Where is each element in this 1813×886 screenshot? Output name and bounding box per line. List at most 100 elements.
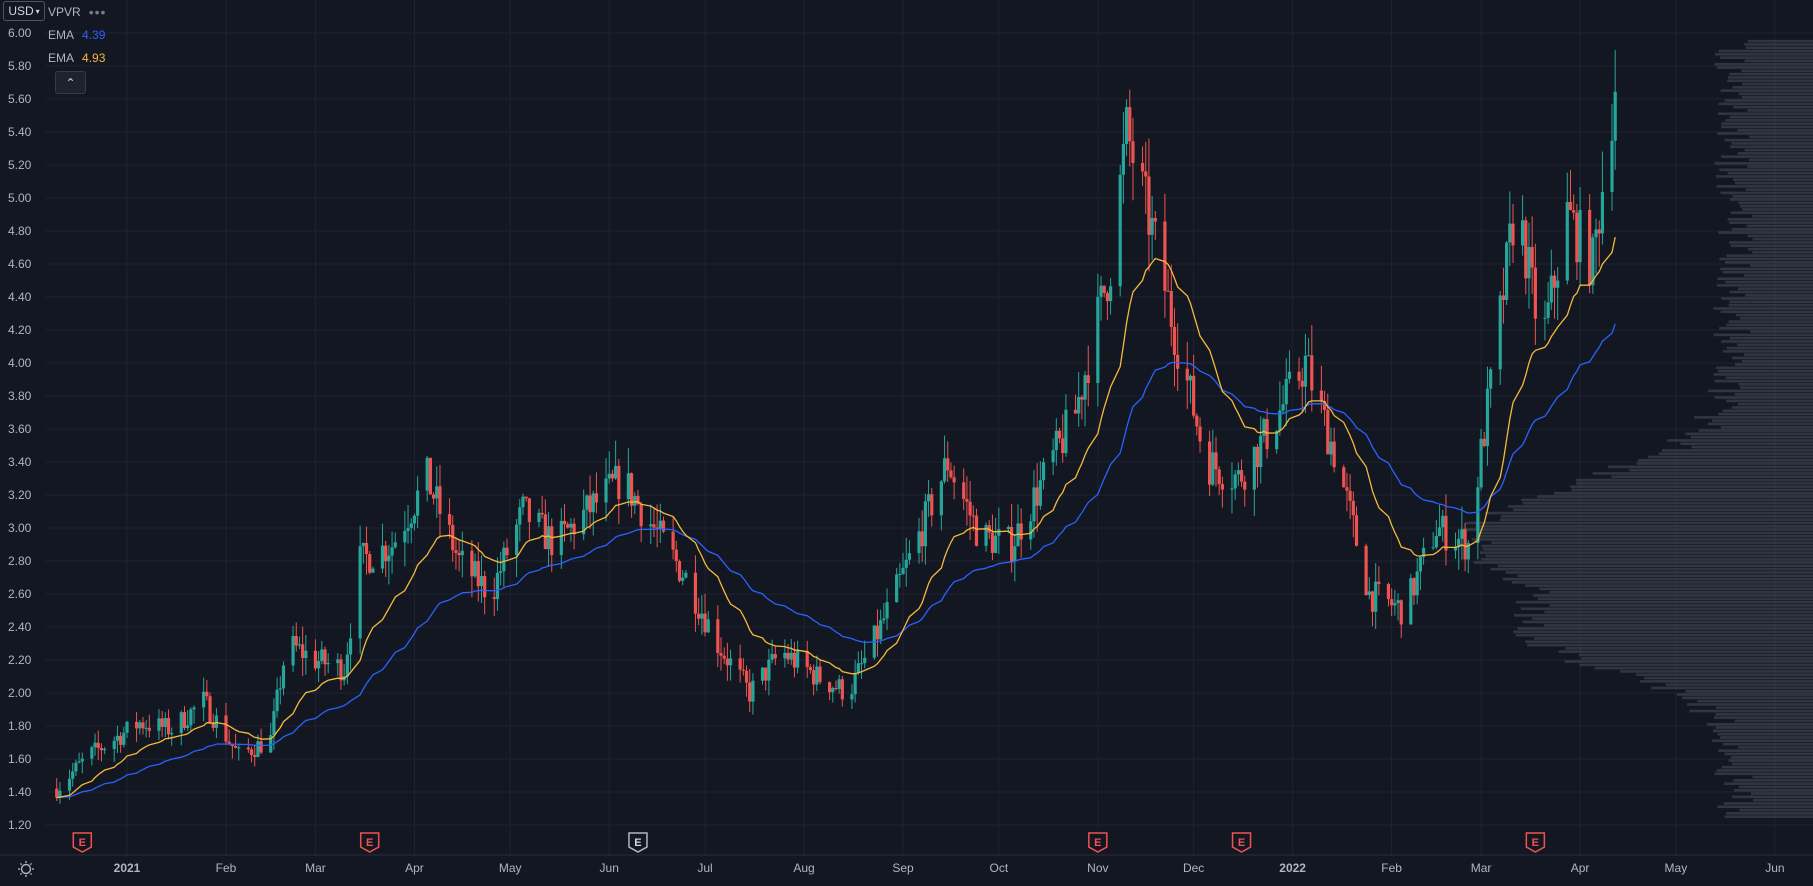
volume-profile-bar: [1732, 356, 1813, 360]
candle-body: [773, 654, 777, 659]
candle-body: [1198, 426, 1202, 442]
candle-body: [1185, 368, 1189, 381]
candle-body: [1214, 452, 1218, 470]
candle-body: [930, 494, 934, 516]
earnings-marker[interactable]: E: [1231, 832, 1252, 853]
candle-body: [233, 746, 238, 748]
volume-profile-bar: [1511, 581, 1813, 584]
volume-profile-bar: [1543, 623, 1813, 627]
candle-body: [1367, 591, 1371, 596]
candle-body: [1485, 388, 1490, 447]
volume-profile-bar: [1522, 620, 1813, 624]
earnings-badge-icon: [628, 832, 648, 853]
volume-profile-bar: [1719, 257, 1813, 261]
more-options-icon[interactable]: •••: [88, 3, 107, 20]
volume-profile-bar: [1738, 785, 1813, 789]
candle-body: [499, 571, 503, 573]
candle-body: [93, 742, 97, 748]
earnings-marker[interactable]: E: [1088, 832, 1108, 853]
candle-body: [483, 576, 487, 598]
candle-body: [904, 559, 908, 568]
candle-body: [550, 526, 554, 555]
candle-body: [1498, 295, 1502, 370]
volume-profile-bar: [1651, 686, 1813, 690]
candle-body: [812, 670, 816, 685]
candle-body: [1527, 247, 1531, 279]
collapse-legend-button[interactable]: ⌃: [55, 71, 86, 94]
candle-body: [1546, 302, 1550, 318]
candle-body: [741, 669, 745, 671]
volume-profile-bar: [1465, 521, 1813, 525]
volume-profile-bar: [1722, 409, 1813, 413]
volume-profile-bar: [1716, 284, 1813, 287]
legend-ema-1[interactable]: EMA 4.39: [48, 23, 106, 46]
candle-body: [320, 649, 324, 661]
candle-body: [700, 613, 704, 619]
volume-profile-bar: [1729, 300, 1813, 304]
price-tick: 4.20: [8, 323, 32, 337]
volume-profile-bar: [1736, 313, 1813, 317]
volume-profile-bar: [1482, 548, 1813, 551]
volume-profile-bar: [1716, 366, 1813, 370]
time-axis: 2021 Feb Mar Apr May Jun Jul Aug Sep Oct Nov Dec 202…: [114, 861, 1785, 875]
currency-button[interactable]: USD ▾: [3, 1, 45, 21]
candle-body: [99, 747, 104, 751]
volume-profile-bar: [1716, 175, 1813, 178]
candle-body: [1556, 280, 1560, 288]
volume-profile-bar: [1521, 498, 1813, 502]
candle-body: [1013, 546, 1017, 562]
candle-body: [71, 771, 75, 779]
candle-body: [224, 715, 228, 742]
candle-body: [160, 718, 164, 727]
candle-body: [1109, 286, 1113, 302]
legend-vpvr[interactable]: VPVR •••: [48, 0, 106, 23]
volume-profile-bar: [1720, 310, 1813, 314]
candle-body: [1364, 545, 1368, 596]
candle-body: [1239, 470, 1244, 482]
earnings-marker[interactable]: E: [628, 832, 648, 853]
candle-body: [1332, 441, 1336, 468]
volume-profile-bar: [1738, 746, 1813, 749]
candle-body: [1038, 480, 1042, 506]
candle-body: [112, 740, 116, 749]
price-tick: 4.60: [8, 257, 32, 271]
candle-body: [767, 659, 771, 681]
price-tick: 1.40: [8, 785, 32, 799]
settings-icon: [18, 861, 34, 877]
volume-profile-bar: [1723, 802, 1813, 805]
candle-body: [1054, 430, 1058, 451]
earnings-marker[interactable]: E: [72, 832, 93, 853]
candle-body: [326, 663, 330, 665]
candle-body: [1255, 446, 1260, 468]
candle-body: [1409, 578, 1413, 625]
volume-profile-bar: [1737, 152, 1813, 155]
candle-body: [1303, 355, 1308, 387]
volume-profile-bar: [1747, 39, 1813, 43]
earnings-label: E: [79, 837, 86, 849]
volume-profile-bar: [1752, 237, 1813, 241]
volume-profile-bar: [1744, 148, 1813, 152]
candle-body: [1105, 292, 1110, 302]
candle-body: [1348, 490, 1352, 501]
volume-profile-bar: [1637, 458, 1813, 462]
candlestick-series: [55, 49, 1617, 804]
candle-body: [269, 735, 273, 753]
candle-body: [719, 653, 723, 656]
earnings-marker[interactable]: E: [359, 832, 380, 853]
candle-body: [1032, 487, 1036, 522]
volume-profile-bar: [1741, 69, 1813, 73]
volume-profile-bar: [1719, 168, 1813, 172]
candle-body: [907, 553, 912, 560]
candle-body: [1463, 529, 1467, 560]
volume-profile-bar: [1516, 600, 1813, 604]
earnings-marker[interactable]: E: [1525, 832, 1546, 853]
time-tick: Mar: [1471, 861, 1492, 875]
volume-profile-bar: [1714, 379, 1813, 383]
volume-profile-bar: [1726, 346, 1813, 350]
volume-profile-bar: [1658, 452, 1813, 455]
volume-profile-bar: [1718, 749, 1813, 752]
legend-ema-2[interactable]: EMA 4.93: [48, 46, 106, 69]
candle-body: [1029, 521, 1033, 540]
volume-profile-bar: [1728, 303, 1813, 307]
